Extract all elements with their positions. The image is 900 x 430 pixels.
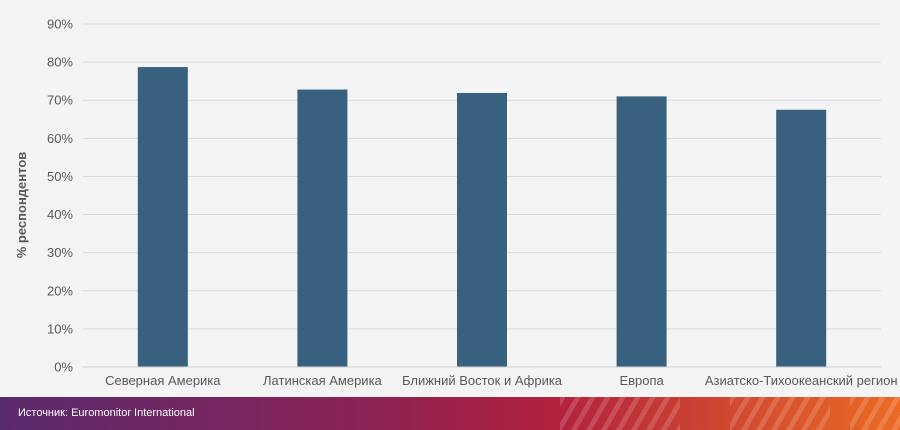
y-tick-label: 10% [47, 321, 73, 336]
source-text: Источник: Euromonitor International [18, 407, 195, 419]
y-tick-label: 60% [47, 131, 73, 146]
footer-stripes-decoration [730, 397, 830, 430]
y-axis-ticks: 0% 10% 20% 30% 40% 50% 60% 70% 80% 90% [47, 17, 73, 375]
footer-stripes-decoration [850, 397, 900, 430]
bar [616, 96, 667, 368]
x-category-label: Латинская Америка [263, 373, 383, 388]
x-category-label: Европа [619, 373, 664, 388]
bar [137, 67, 188, 367]
y-tick-label: 50% [47, 169, 73, 184]
source-footer: Источник: Euromonitor International [0, 397, 900, 430]
y-axis-title: % респондентов [14, 152, 29, 259]
y-tick-label: 40% [47, 207, 73, 222]
y-tick-label: 80% [47, 55, 73, 70]
bar [776, 109, 827, 367]
bars [137, 67, 827, 368]
x-category-label: Ближний Восток и Африка [402, 373, 563, 388]
y-tick-label: 0% [54, 360, 73, 375]
x-category-label: Северная Америка [105, 373, 221, 388]
bar [457, 92, 507, 367]
x-category-label: Азиатско-Тихоокеанский регион [705, 373, 898, 388]
y-tick-label: 30% [47, 245, 73, 260]
y-tick-label: 20% [47, 283, 73, 298]
y-tick-label: 70% [47, 93, 73, 108]
footer-stripes-decoration [560, 397, 680, 430]
bar-chart: 0% 10% 20% 30% 40% 50% 60% 70% 80% 90% Северная А… [14, 17, 898, 389]
x-axis-labels: Северная Америка Латинская Америка Ближний… [105, 373, 897, 388]
y-tick-label: 90% [47, 17, 73, 32]
bar [297, 89, 348, 367]
